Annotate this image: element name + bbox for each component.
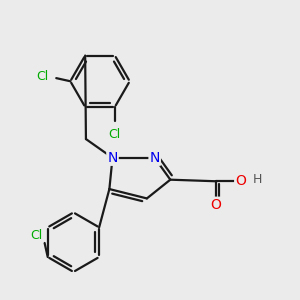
Text: Cl: Cl [36,70,48,83]
Text: O: O [210,198,221,212]
Text: N: N [107,151,118,165]
Text: Cl: Cl [109,128,121,141]
Text: O: O [235,174,246,188]
Text: H: H [253,173,262,186]
Text: Cl: Cl [31,229,43,242]
Text: N: N [149,151,160,165]
